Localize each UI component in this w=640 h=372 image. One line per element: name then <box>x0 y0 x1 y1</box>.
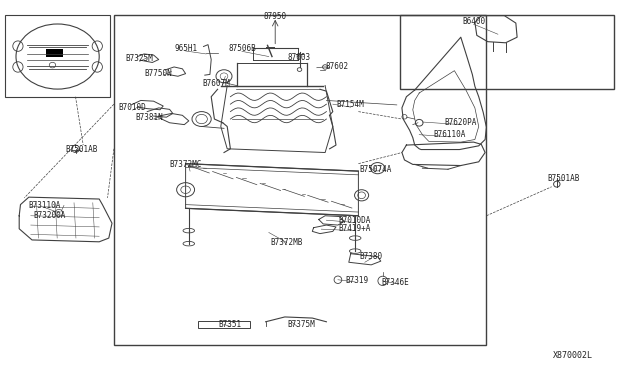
Text: B7607M: B7607M <box>202 79 230 88</box>
Text: B7319: B7319 <box>346 276 369 285</box>
Text: B7372MB: B7372MB <box>271 238 303 247</box>
Text: B7381N: B7381N <box>135 113 163 122</box>
Text: B7501AB: B7501AB <box>547 174 579 183</box>
Text: 87603: 87603 <box>288 53 311 62</box>
Text: B75074A: B75074A <box>360 165 392 174</box>
Text: B7010DA: B7010DA <box>339 216 371 225</box>
Text: 965H1: 965H1 <box>174 44 197 53</box>
Text: B7380: B7380 <box>360 252 383 261</box>
Text: B7372MC: B7372MC <box>170 160 202 169</box>
Text: 87602: 87602 <box>325 62 348 71</box>
Bar <box>198 321 250 328</box>
Text: 87506B: 87506B <box>228 44 256 53</box>
Text: B73200A: B73200A <box>34 211 66 220</box>
Text: X870002L: X870002L <box>553 351 593 360</box>
Text: B76110A: B76110A <box>434 130 466 139</box>
Text: B6400: B6400 <box>462 17 485 26</box>
Text: B7010D: B7010D <box>118 103 147 112</box>
Bar <box>46 49 63 57</box>
Bar <box>5 15 110 97</box>
Text: B7750N: B7750N <box>145 69 173 78</box>
Text: B7620PA: B7620PA <box>445 118 477 126</box>
Text: B7419+A: B7419+A <box>339 224 371 233</box>
Text: B7375M: B7375M <box>287 320 315 329</box>
Bar <box>400 15 614 89</box>
Text: B73110A: B73110A <box>29 201 61 210</box>
Text: B7346E: B7346E <box>381 278 410 287</box>
Bar <box>114 15 486 345</box>
Text: 87950: 87950 <box>264 12 287 21</box>
Text: B7351: B7351 <box>219 320 242 329</box>
Text: B7325M: B7325M <box>125 54 154 63</box>
Text: B7501AB: B7501AB <box>66 145 98 154</box>
Text: B7154M: B7154M <box>337 100 365 109</box>
